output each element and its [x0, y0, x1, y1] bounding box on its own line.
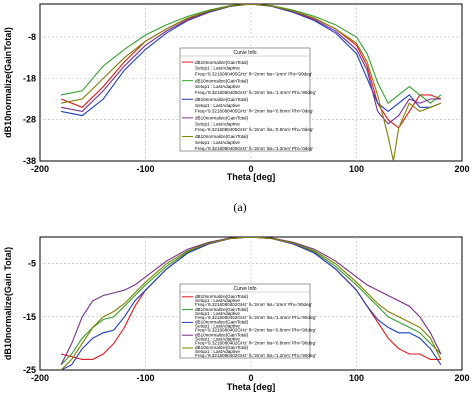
y-axis-label: dB10normalize(GainTotal) — [3, 27, 13, 138]
legend-box — [179, 283, 311, 359]
chart-top: -200 -100 0 100 200 -38 -28 -18 -8 Theta [deg] dB1… — [3, 3, 470, 182]
legend-entry-text: Freq='9.3216080405GHz' ll='2mm' lss='1mm… — [195, 71, 312, 76]
legend-entry-text: Setup1 : LastAdaptive — [195, 336, 240, 341]
x-tick-label: 100 — [349, 164, 364, 174]
legend: Curve InfodB10normalize(GainTotal)Setup1… — [179, 283, 316, 359]
series-line-5 — [60, 237, 442, 370]
legend-entry-text: Setup1 : LastAdaptive — [195, 140, 240, 145]
legend-entry-text: Setup1 : LastAdaptive — [195, 84, 240, 89]
legend-entry-text: Freq='9.3216080405GHz' ll='2mm' lss='1.2… — [195, 146, 313, 151]
x-tick-label: -200 — [31, 164, 49, 174]
legend-entry-text: Freq='9.3216080402GHz' ll='2mm' lss='1.4… — [195, 315, 316, 320]
chart-bottom: -200 -100 0 100 200 -25 -15 -5 Theta [deg] dB10no… — [3, 236, 470, 392]
legend-entry-text: Freq='9.3216080402GHz' ll='2mm' lss='1.2… — [195, 353, 316, 358]
legend-entry-text: Setup1 : LastAdaptive — [195, 349, 240, 354]
legend-entry-text: Setup1 : LastAdaptive — [195, 298, 240, 303]
legend-entry-text: Setup1 : LastAdaptive — [195, 66, 240, 71]
series-line-1 — [60, 237, 441, 360]
y-tick-label: -8 — [28, 32, 36, 42]
legend-entry-text: dB10normalize(GainTotal) — [195, 97, 249, 102]
legend-entry-text: dB10normalize(GainTotal) — [195, 294, 249, 299]
x-tick-label: 100 — [349, 373, 364, 383]
series-line-4 — [60, 237, 442, 365]
legend-entry-text: Freq='9.3216080405GHz' ll='2mm' lss='0.8… — [195, 127, 313, 132]
x-tick-label: -100 — [136, 164, 154, 174]
x-tick-label: 0 — [248, 373, 253, 383]
legend-entry-text: Setup1 : LastAdaptive — [195, 103, 240, 108]
x-tick-label: 200 — [454, 164, 469, 174]
y-tick-label: -18 — [23, 73, 36, 83]
legend-entry-text: Freq='9.3216080402GHz' ll='2mm' lss='0.8… — [195, 340, 316, 345]
series-group — [60, 237, 442, 370]
legend-entry-text: dB10normalize(GainTotal) — [195, 345, 249, 350]
y-tick-label: -38 — [23, 156, 36, 166]
legend-entry-text: dB10normalize(GainTotal) — [195, 307, 249, 312]
legend-entry-text: Freq='9.3216080405GHz' ll='2mm' lss='0.6… — [195, 109, 313, 114]
series-line-3 — [60, 237, 442, 370]
x-tick-label: 0 — [248, 164, 253, 174]
legend-entry-text: dB10normalize(GainTotal) — [195, 320, 249, 325]
legend-title: Curve Info — [233, 286, 256, 292]
x-tick-label: -100 — [136, 373, 154, 383]
series-group — [60, 4, 442, 161]
legend-entry-text: Setup1 : LastAdaptive — [195, 324, 240, 329]
x-axis-label: Theta [deg] — [227, 172, 276, 182]
y-tick-label: -5 — [28, 259, 36, 269]
legend-entry-text: Freq='9.3216080405GHz' ll='2mm' lss='1.4… — [195, 90, 316, 95]
legend-box — [179, 47, 311, 152]
caption-a: (a) — [233, 200, 246, 214]
legend-title: Curve Info — [233, 50, 256, 56]
legend-entry-text: dB10normalize(GainTotal) — [195, 116, 249, 121]
x-tick-label: 200 — [454, 373, 469, 383]
series-line-2 — [60, 237, 442, 366]
series-line-4 — [60, 4, 441, 125]
legend-entry-text: dB10normalize(GainTotal) — [195, 332, 249, 337]
legend: Curve InfodB10normalize(GainTotal)Setup1… — [179, 47, 316, 152]
legend-entry-text: Setup1 : LastAdaptive — [195, 121, 240, 126]
legend-entry-text: Setup1 : LastAdaptive — [195, 311, 240, 316]
y-tick-label: -25 — [23, 365, 36, 375]
y-tick-label: -28 — [23, 115, 36, 125]
legend-entry-text: Freq='9.3216080402GHz' ll='2mm' lss='1mm… — [195, 302, 312, 307]
series-line-5 — [60, 4, 442, 161]
legend-entry-text: dB10normalize(GainTotal) — [195, 134, 249, 139]
x-tick-label: -200 — [31, 373, 49, 383]
legend-entry-text: dB10normalize(GainTotal) — [195, 60, 249, 65]
series-line-2 — [60, 4, 442, 105]
x-axis-label: Theta [deg] — [227, 382, 276, 392]
y-tick-label: -15 — [23, 312, 36, 322]
legend-entry-text: dB10normalize(GainTotal) — [195, 78, 249, 83]
legend-entry-text: Freq='9.3216080402GHz' ll='2mm' lss='0.6… — [195, 328, 316, 333]
y-axis-label: dB10normalize(Gain Total) — [3, 247, 13, 360]
